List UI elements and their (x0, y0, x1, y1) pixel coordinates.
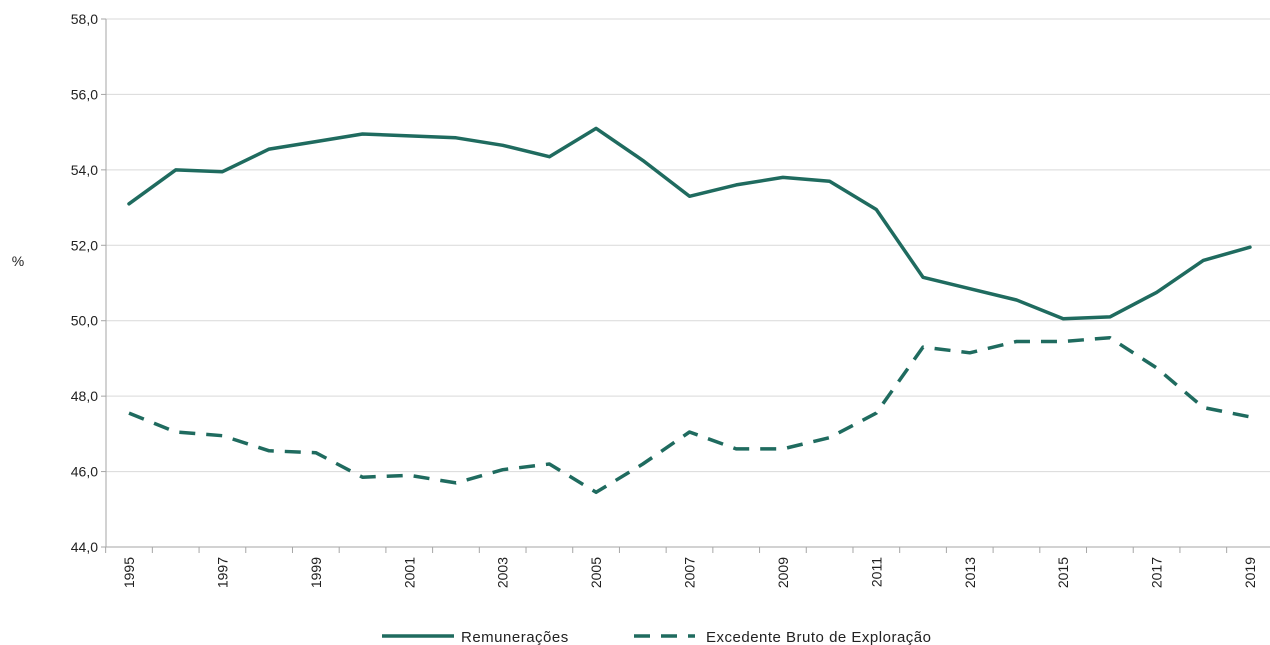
y-tick-labels: 44,0 46,0 48,0 50,0 52,0 54,0 56,0 58,0 (71, 11, 98, 555)
x-tick-label: 2013 (962, 557, 978, 588)
y-tick-label: 46,0 (71, 464, 98, 480)
axes (101, 18, 1270, 553)
x-tick-label: 1995 (121, 557, 137, 588)
x-tick-label: 2003 (495, 557, 511, 588)
x-tick-label: 2001 (401, 557, 417, 588)
y-tick-label: 48,0 (71, 388, 98, 404)
y-tick-label: 58,0 (71, 11, 98, 27)
x-tick-label: 2011 (868, 557, 884, 587)
x-tick-label: 2019 (1242, 557, 1258, 588)
y-tick-label: 50,0 (71, 313, 98, 329)
x-tick-label: 1997 (214, 557, 230, 588)
x-tick-label: 2005 (588, 557, 604, 588)
series-line-remuneracoes (127, 126, 1252, 321)
y-tick-label: 44,0 (71, 539, 98, 555)
x-tick-label: 2009 (775, 557, 791, 588)
series-lines (127, 126, 1252, 495)
x-tick-label: 1999 (308, 557, 324, 588)
y-tick-label: 54,0 (71, 162, 98, 178)
gridlines (106, 18, 1270, 473)
y-tick-label: 56,0 (71, 86, 98, 102)
series-line-excedente (128, 335, 1251, 495)
legend-label: Remunerações (461, 629, 569, 645)
y-axis-title: % (12, 253, 24, 269)
legend: Remunerações Excedente Bruto de Exploraçã… (382, 629, 931, 645)
x-tick-labels: 1995 1997 1999 2001 2003 2005 2007 2009 2011 2013… (121, 557, 1258, 588)
legend-label: Excedente Bruto de Exploração (706, 629, 931, 645)
x-tick-label: 2017 (1149, 557, 1165, 588)
x-tick-label: 2015 (1055, 557, 1071, 588)
y-tick-label: 52,0 (71, 237, 98, 253)
x-tick-label: 2007 (682, 557, 698, 588)
